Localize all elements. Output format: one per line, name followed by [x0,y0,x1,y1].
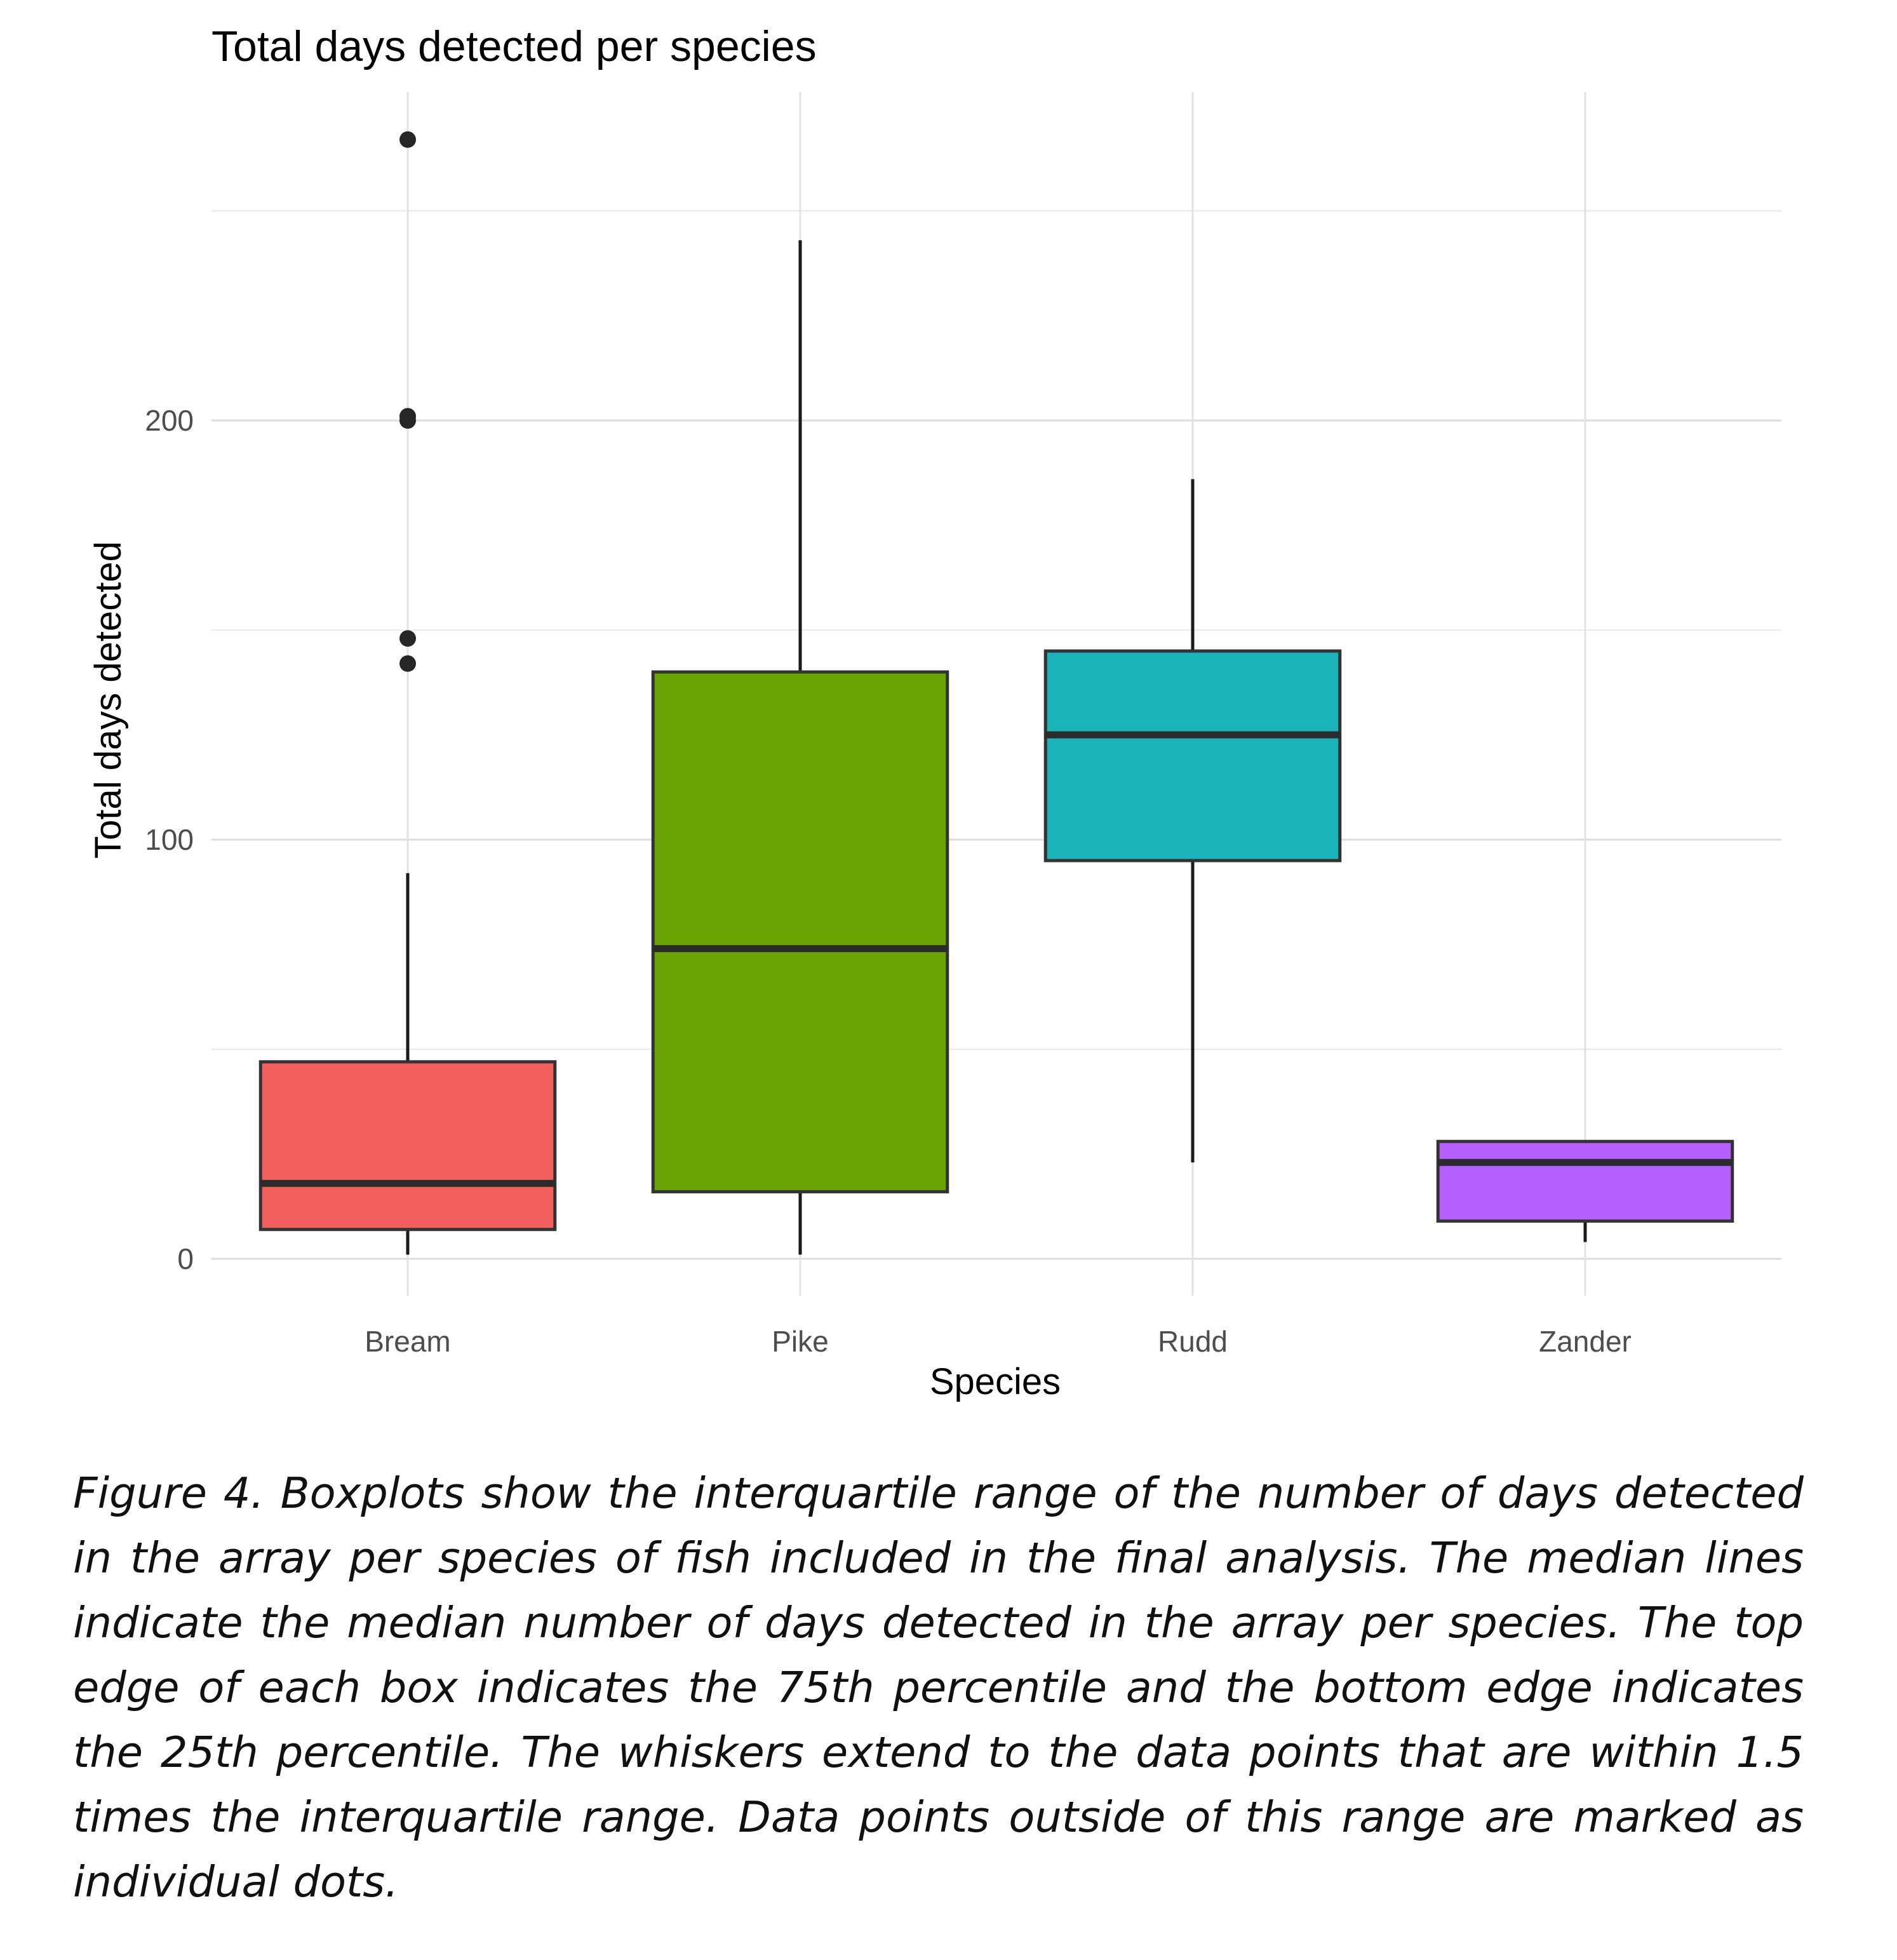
x-tick-label: Zander [1539,1325,1632,1358]
y-tick-label: 0 [177,1242,194,1275]
iqr-box [1436,1139,1734,1223]
y-tick-label: 100 [145,823,194,856]
box-rudd [1043,479,1342,1163]
boxplot-chart: Total days detected per species 0100200 … [88,22,1781,1402]
x-tick-label: Pike [772,1325,828,1358]
boxes [258,131,1734,1255]
outlier-point [399,408,416,425]
y-tick-label: 200 [145,404,194,437]
box-zander [1436,1139,1734,1242]
iqr-box [1043,649,1342,863]
box-pike [651,240,949,1255]
y-axis-ticks: 0 100 200 [145,404,194,1275]
x-axis-ticks: Bream Pike Rudd Zander [365,1325,1632,1358]
figure-caption: Figure 4. Boxplots show the interquartil… [73,1468,1804,1907]
outlier-point [399,630,416,647]
y-axis-title: Total days detected [88,541,129,859]
x-tick-label: Bream [365,1325,450,1358]
outlier-point [399,655,416,672]
box-bream [258,131,557,1255]
outlier-point [399,131,416,148]
x-axis-title: Species [930,1361,1061,1402]
x-tick-label: Rudd [1158,1325,1228,1358]
chart-title: Total days detected per species [211,22,817,70]
iqr-box [651,670,949,1193]
iqr-box [258,1060,557,1232]
